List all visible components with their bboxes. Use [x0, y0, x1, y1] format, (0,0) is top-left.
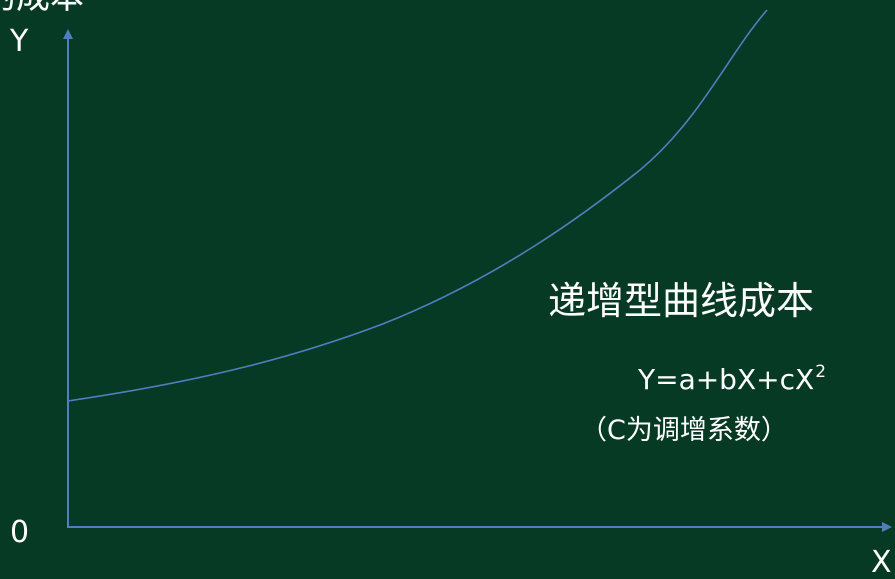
coefficient-note: （C为调增系数）: [580, 415, 788, 446]
x-axis-label: X: [871, 545, 892, 579]
origin-label: 0: [10, 515, 30, 550]
increasing-cost-curve: [67, 9, 768, 402]
formula-base: Y=a+bX+cX: [638, 363, 815, 396]
curve-label: 递增型曲线成本: [548, 279, 815, 323]
slide-title: 的成本: [0, 0, 84, 14]
formula-exponent: 2: [815, 362, 827, 382]
cost-formula: Y=a+bX+cX2: [638, 364, 826, 394]
y-axis-label: Y: [10, 24, 29, 59]
